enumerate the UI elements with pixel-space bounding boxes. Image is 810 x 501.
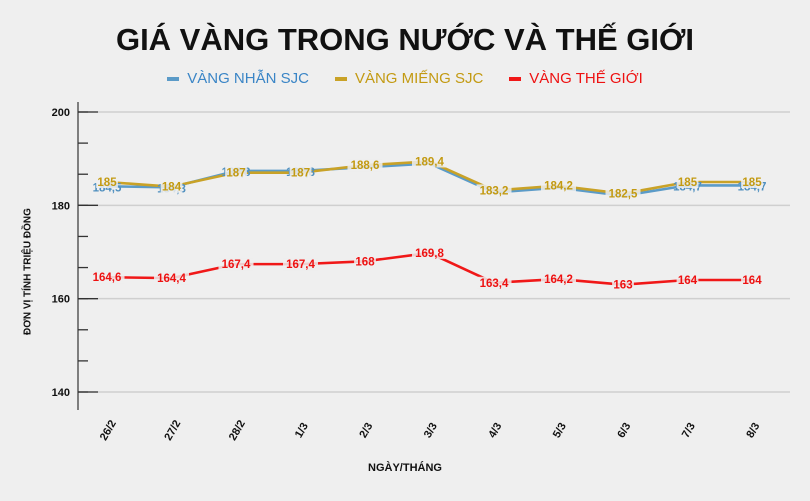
data-label: 185 <box>742 177 762 189</box>
legend-label: VÀNG NHẪN SJC <box>187 70 309 87</box>
x-tick-label: 3/3 <box>422 421 440 440</box>
x-axis-label: NGÀY/THÁNG <box>368 462 442 474</box>
data-label: 182,5 <box>609 189 638 201</box>
data-label: 183,2 <box>480 185 509 197</box>
x-tick-label: 5/3 <box>551 421 569 440</box>
data-label: 163,4 <box>480 278 509 290</box>
data-label: 185 <box>97 177 117 189</box>
legend-item-vang-the-gioi: VÀNG THẾ GIỚI <box>509 70 643 87</box>
legend-swatch-icon <box>334 76 347 81</box>
data-label-bg <box>541 179 576 192</box>
data-label: 187 <box>291 168 310 180</box>
data-label-bg <box>741 274 763 286</box>
data-label: 164,2 <box>544 274 573 286</box>
data-label-bg <box>225 166 247 179</box>
data-label-bg <box>354 255 376 268</box>
y-tick-label: 160 <box>52 294 70 306</box>
data-label: 164 <box>678 275 698 287</box>
data-label: 168 <box>355 256 375 268</box>
data-label-bg <box>741 176 763 188</box>
data-label-bg <box>218 258 254 271</box>
legend: VÀNG NHẪN SJC VÀNG MIẾNG SJC VÀNG THẾ GI… <box>0 70 810 87</box>
chart-title: GIÁ VÀNG TRONG NƯỚC VÀ THẾ GIỚI <box>115 22 695 57</box>
legend-label: VÀNG THẾ GIỚI <box>529 70 643 87</box>
data-label: 189,4 <box>415 156 444 168</box>
data-label-bg <box>541 273 576 286</box>
data-label: 167,4 <box>222 259 251 271</box>
x-tick-label: 1/3 <box>293 421 311 440</box>
data-label: 164,4 <box>157 273 186 285</box>
x-tick-label: 26/2 <box>98 418 119 443</box>
legend-item-vang-nhan: VÀNG NHẪN SJC <box>167 70 309 87</box>
data-label: 188,6 <box>351 160 380 172</box>
data-label: 169,8 <box>415 248 444 260</box>
x-tick-label: 2/3 <box>357 421 375 440</box>
data-label-bg <box>154 272 189 285</box>
data-label: 164,6 <box>93 272 122 284</box>
x-tick-label: 8/3 <box>744 421 762 440</box>
data-label-bg <box>476 184 512 197</box>
data-label-bg <box>412 246 447 259</box>
data-label: 184 <box>162 182 182 194</box>
data-label: 163 <box>613 280 632 292</box>
legend-swatch-icon <box>509 76 522 81</box>
data-label-bg <box>612 278 634 291</box>
data-label-bg <box>89 271 125 284</box>
legend-swatch-icon <box>167 76 180 81</box>
x-tick-label: 6/3 <box>615 421 633 440</box>
y-tick-label: 200 <box>52 107 70 119</box>
data-label-bg <box>412 155 447 168</box>
y-axis-label: ĐƠN VỊ TÍNH TRIỆU ĐỒNG <box>22 208 34 335</box>
y-tick-label: 140 <box>52 387 70 399</box>
x-tick-label: 28/2 <box>227 418 248 443</box>
legend-label: VÀNG MIẾNG SJC <box>354 70 484 87</box>
data-label-bg <box>676 274 699 286</box>
data-label-bg <box>283 258 318 271</box>
data-label-bg <box>605 187 641 200</box>
legend-item-vang-mieng: VÀNG MIẾNG SJC <box>334 70 484 87</box>
data-label-bg <box>347 159 383 172</box>
data-label: 167,4 <box>286 259 315 271</box>
data-label-bg <box>160 180 183 193</box>
data-label: 187 <box>226 168 245 180</box>
x-tick-label: 7/3 <box>680 421 698 440</box>
data-label-bg <box>476 276 512 289</box>
data-label: 164 <box>742 275 762 287</box>
data-label: 185 <box>678 177 698 189</box>
data-label-bg <box>289 166 312 179</box>
x-tick-label: 4/3 <box>486 421 504 440</box>
data-label-bg <box>676 176 699 188</box>
data-label-bg <box>96 176 118 188</box>
data-label: 184,2 <box>544 181 573 193</box>
y-tick-label: 180 <box>52 200 70 212</box>
x-tick-label: 27/2 <box>162 418 183 443</box>
